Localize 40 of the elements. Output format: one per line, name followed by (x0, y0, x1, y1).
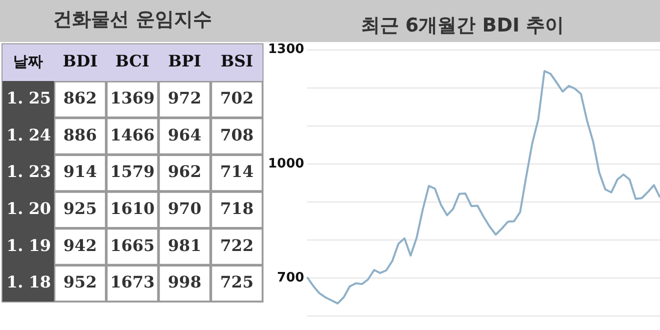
data-label: 718 (220, 199, 254, 218)
y-tick-label: 1. 24 (6, 125, 52, 144)
data-label: 925 (63, 199, 97, 218)
y-tick-label: 1000 (268, 156, 304, 172)
y-tick-label: 1. 23 (6, 162, 52, 182)
data-label: 998 (168, 272, 202, 292)
x-tick-label: BSI (220, 52, 254, 71)
x-tick-label: BDI (62, 52, 98, 71)
y-tick-label: 1. 25 (6, 88, 52, 108)
data-label: 725 (220, 272, 254, 292)
data-label: 1673 (110, 272, 155, 292)
data-label: 886 (63, 125, 97, 144)
data-label: 722 (220, 236, 254, 255)
y-tick-label: 1. 20 (6, 199, 52, 218)
data-label: 1466 (110, 125, 155, 144)
y-axis-title: 날짜 (13, 52, 43, 70)
data-label: 914 (63, 162, 97, 182)
data-label: 981 (168, 236, 202, 255)
data-label: 1369 (110, 88, 155, 108)
data-label: 862 (63, 88, 97, 108)
chart-title: 최근 6개월간 BDI 추이 (360, 14, 564, 36)
data-label: 970 (168, 199, 202, 218)
data-label: 1610 (110, 199, 155, 218)
data-label: 702 (220, 88, 254, 108)
data-label: 708 (220, 125, 254, 144)
y-tick-label: 1. 18 (6, 272, 52, 292)
y-tick-label: 700 (277, 270, 304, 286)
data-label: 962 (168, 162, 202, 182)
data-label: 1579 (110, 162, 155, 182)
data-label: 952 (63, 272, 97, 292)
y-tick-label: 1300 (268, 42, 304, 58)
y-tick-label: 1. 19 (6, 236, 52, 255)
data-label: 942 (63, 236, 97, 255)
data-label: 964 (168, 125, 202, 144)
data-label: 714 (220, 162, 254, 182)
x-tick-label: BPI (168, 52, 202, 71)
x-tick-label: BCI (115, 52, 150, 71)
data-label: 972 (168, 88, 202, 108)
chart-title: 건화물선 운임지수 (53, 8, 212, 30)
data-label: 1665 (110, 236, 155, 255)
